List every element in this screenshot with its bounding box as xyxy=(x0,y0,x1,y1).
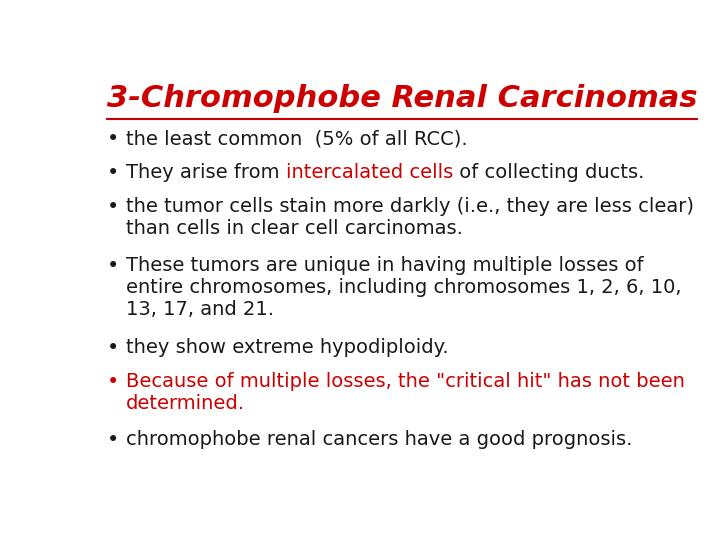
Text: These tumors are unique in having multiple losses of
entire chromosomes, includi: These tumors are unique in having multip… xyxy=(126,255,682,319)
Text: •: • xyxy=(107,430,119,450)
Text: •: • xyxy=(107,198,119,218)
Text: •: • xyxy=(107,372,119,392)
Text: the least common  (5% of all RCC).: the least common (5% of all RCC). xyxy=(126,129,468,149)
Text: of collecting ducts.: of collecting ducts. xyxy=(454,163,644,183)
Text: •: • xyxy=(107,129,119,149)
Text: Because of multiple losses, the "critical hit" has not been
determined.: Because of multiple losses, the "critica… xyxy=(126,372,685,413)
Text: They arise from: They arise from xyxy=(126,163,286,183)
Text: they show extreme hypodiploidy.: they show extreme hypodiploidy. xyxy=(126,338,449,357)
Text: •: • xyxy=(107,255,119,275)
Text: •: • xyxy=(107,163,119,184)
Text: 3-Chromophobe Renal Carcinomas: 3-Chromophobe Renal Carcinomas xyxy=(107,84,697,112)
Text: •: • xyxy=(107,338,119,358)
Text: the tumor cells stain more darkly (i.e., they are less clear)
than cells in clea: the tumor cells stain more darkly (i.e.,… xyxy=(126,198,694,239)
Text: intercalated cells: intercalated cells xyxy=(286,163,454,183)
Text: chromophobe renal cancers have a good prognosis.: chromophobe renal cancers have a good pr… xyxy=(126,430,633,449)
